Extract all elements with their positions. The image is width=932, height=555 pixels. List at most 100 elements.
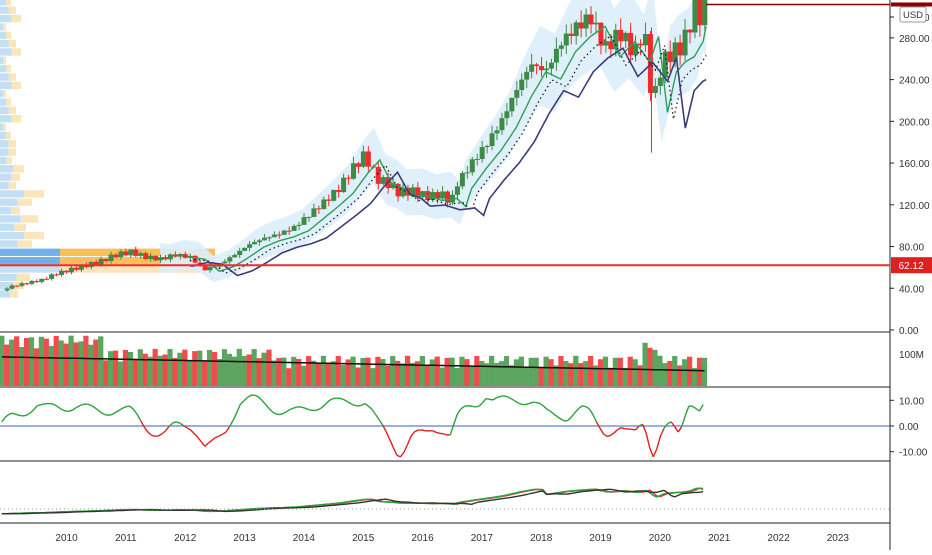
oscillator-segment <box>511 398 515 400</box>
oscillator-segment <box>668 422 672 424</box>
oscillator-segment <box>543 406 547 409</box>
oscillator-segment <box>497 396 501 397</box>
candle-up <box>499 118 504 130</box>
oscillator-segment <box>77 406 81 408</box>
oscillator-segment <box>116 410 120 412</box>
volume-pane <box>0 336 707 386</box>
candle-down <box>133 250 138 256</box>
trend-pane <box>0 488 890 514</box>
oscillator-segment <box>101 413 105 415</box>
volume-bar <box>682 359 687 386</box>
oscillator-segment <box>2 417 6 422</box>
envelope-band <box>160 0 706 282</box>
oscillator-segment <box>27 413 31 415</box>
oscillator-segment <box>607 435 611 436</box>
time-axis-label: 2022 <box>767 533 790 544</box>
oscillator-segment <box>536 402 540 403</box>
candle-up <box>232 255 237 257</box>
candle-down <box>697 0 702 25</box>
volume-bar <box>390 356 395 386</box>
volume-profile-bar-down <box>12 48 21 55</box>
candle-up <box>302 217 307 225</box>
oscillator-segment <box>575 409 579 413</box>
volume-bar <box>633 359 638 386</box>
candle-up <box>128 250 133 255</box>
volume-profile-bar-up <box>0 232 24 239</box>
oscillator-segment <box>219 434 223 436</box>
oscillator-segment <box>265 404 269 408</box>
oscillator-segment <box>237 404 241 412</box>
volume-bar <box>39 337 44 386</box>
oscillator-segment <box>465 406 469 407</box>
volume-bar <box>34 348 39 386</box>
candle-up <box>574 22 579 36</box>
oscillator-segment <box>568 417 572 421</box>
volume-bar <box>331 361 336 386</box>
oscillator-segment <box>233 413 237 420</box>
volume-bar <box>192 351 197 386</box>
oscillator-segment <box>692 406 696 408</box>
volume-bar <box>9 340 14 386</box>
volume-bar <box>88 345 93 386</box>
candle-up <box>514 90 519 98</box>
candle-up <box>321 199 326 209</box>
oscillator-segment <box>650 448 654 457</box>
oscillator-segment <box>59 407 63 409</box>
oscillator-segment <box>490 399 494 400</box>
oscillator-segment <box>247 395 251 397</box>
candle-up <box>361 151 366 166</box>
time-axis-label: 2015 <box>352 533 375 544</box>
price-tick-label: 160.00 <box>899 159 930 170</box>
oscillator-segment <box>351 404 355 406</box>
oscillator-segment <box>215 436 219 437</box>
oscillator-segment <box>561 419 565 421</box>
candle-down <box>123 252 128 256</box>
volume-bar <box>261 353 266 386</box>
price-axis: 300.00280.00240.00200.00160.00120.0080.0… <box>890 13 930 459</box>
oscillator-segment <box>454 414 458 424</box>
volume-bar <box>14 336 19 386</box>
volume-bar <box>172 358 177 386</box>
time-axis-label: 2020 <box>649 533 672 544</box>
candle-up <box>306 217 311 218</box>
volume-bar <box>24 338 29 386</box>
candle-up <box>311 208 316 217</box>
volume-bar <box>19 347 24 386</box>
oscillator-segment <box>507 397 511 399</box>
oscillator-segment <box>123 407 127 409</box>
candle-up <box>564 34 569 46</box>
candle-up <box>490 133 495 146</box>
oscillator-segment <box>148 432 152 435</box>
oscillator-segment <box>226 427 230 433</box>
candle-up <box>440 192 445 199</box>
oscillator-segment <box>344 399 348 401</box>
volume-profile-bar-up <box>0 115 12 122</box>
candle-up <box>148 256 153 259</box>
volume-profile-bar-up <box>0 40 9 47</box>
oscillator-segment <box>586 407 590 409</box>
oscillator-segment <box>358 405 362 406</box>
oscillator-segment <box>408 436 412 444</box>
oscillator-segment <box>5 414 9 417</box>
candle-up <box>593 23 598 25</box>
volume-bar <box>227 354 232 386</box>
oscillator-segment <box>386 432 390 440</box>
candle-down <box>569 34 574 36</box>
volume-bar <box>449 358 454 386</box>
candle-up <box>480 147 485 159</box>
volume-bar <box>242 356 247 386</box>
volume-bar <box>618 358 623 386</box>
volume-bar <box>143 354 148 386</box>
oscillator-segment <box>678 427 682 432</box>
candle-up <box>118 252 123 258</box>
oscillator-segment <box>16 414 20 415</box>
volume-bar <box>529 358 534 386</box>
volume-profile-bar-down <box>14 224 26 231</box>
oscillator-segment <box>301 407 305 408</box>
oscillator-segment <box>390 440 394 448</box>
oscillator-segment <box>134 409 138 414</box>
candle-down <box>618 30 623 41</box>
volume-profile-bar-up <box>0 65 6 72</box>
volume-bar <box>355 368 360 386</box>
oscillator-segment <box>361 404 365 406</box>
